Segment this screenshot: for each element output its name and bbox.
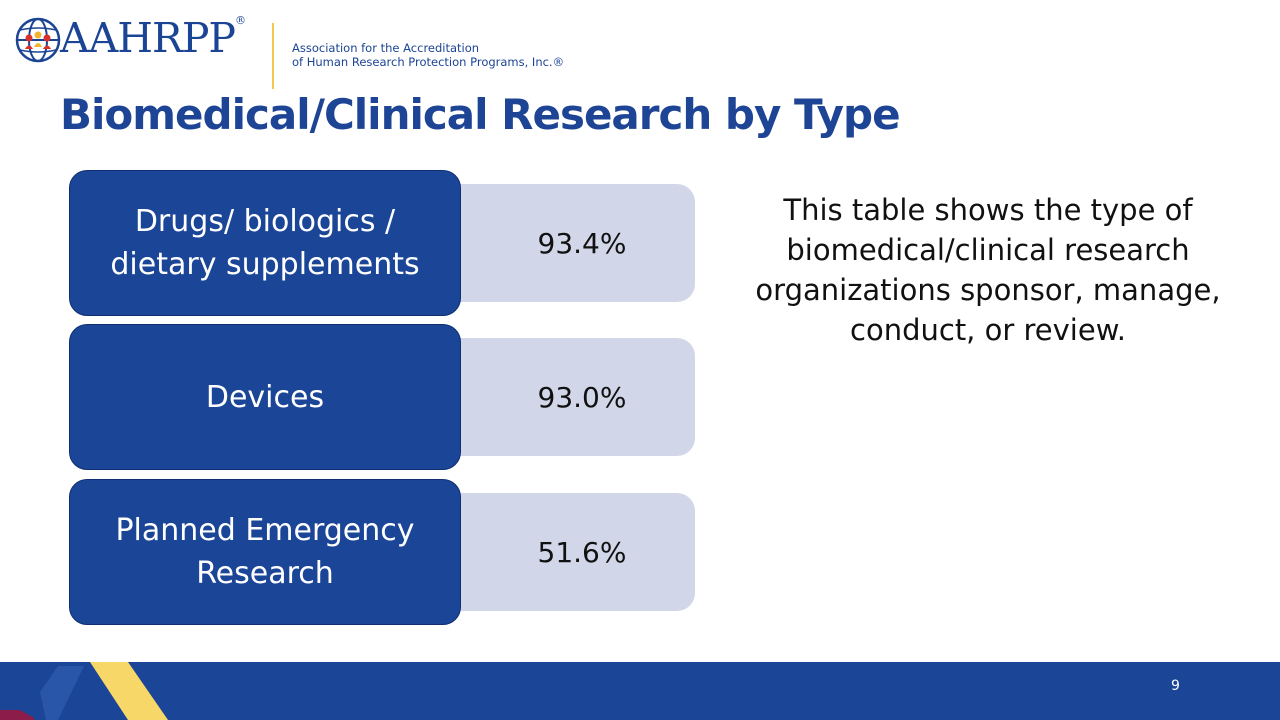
slide-title: Biomedical/Clinical Research by Type	[60, 90, 901, 139]
research-type-row: 93.0% Devices	[69, 324, 696, 472]
globe-people-icon	[15, 17, 61, 63]
organization-name: Association for the Accreditation of Hum…	[292, 41, 564, 69]
logo-divider	[272, 23, 274, 89]
logo-wordmark: AAHRPP®	[60, 14, 246, 62]
organization-name-line-2: of Human Research Protection Programs, I…	[292, 55, 565, 69]
research-type-label: Planned Emergency Research	[69, 479, 461, 625]
footer-chevron-decoration	[0, 662, 168, 720]
research-type-row: 93.4% Drugs/ biologics / dietary supplem…	[69, 170, 696, 318]
page-number: 9	[1171, 678, 1180, 694]
percentage-value: 93.4%	[429, 184, 695, 302]
percentage-value: 93.0%	[429, 338, 695, 456]
organization-name-line-1: Association for the Accreditation	[292, 41, 480, 55]
footer-band	[0, 662, 1280, 720]
percentage-value: 51.6%	[429, 493, 695, 611]
research-type-row: 51.6% Planned Emergency Research	[69, 479, 696, 627]
research-type-label: Devices	[69, 324, 461, 470]
description-text: This table shows the type of biomedical/…	[755, 193, 1221, 347]
research-type-label: Drugs/ biologics / dietary supplements	[69, 170, 461, 316]
